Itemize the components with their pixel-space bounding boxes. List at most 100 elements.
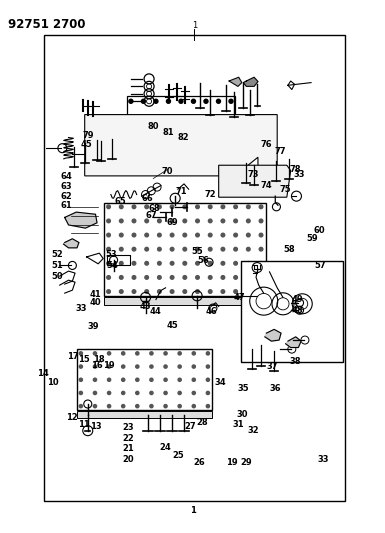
Text: 13: 13 [90,422,101,431]
Text: 48: 48 [291,306,303,314]
Circle shape [234,290,238,293]
Text: 14: 14 [37,369,49,377]
Circle shape [229,147,233,151]
Circle shape [246,276,250,279]
Text: 21: 21 [122,445,134,453]
Circle shape [196,276,199,279]
Text: 58: 58 [284,245,295,254]
Polygon shape [85,115,277,176]
Circle shape [107,233,110,237]
Text: 30: 30 [236,410,248,419]
Text: 35: 35 [238,384,249,392]
Circle shape [132,233,136,237]
Circle shape [136,378,139,382]
Circle shape [79,365,82,368]
Circle shape [229,115,233,119]
Bar [241,261,343,362]
Text: 74: 74 [261,181,272,190]
Circle shape [179,147,183,151]
Text: 56: 56 [198,256,209,264]
Circle shape [246,290,250,293]
Text: 39: 39 [87,322,99,330]
Circle shape [234,262,238,265]
Text: 92751 2700: 92751 2700 [8,18,85,31]
Circle shape [150,352,153,355]
Circle shape [183,290,187,293]
Text: 82: 82 [177,133,189,142]
Circle shape [246,262,250,265]
Text: 59: 59 [307,235,318,243]
Circle shape [196,219,199,223]
Circle shape [79,391,82,394]
Text: 33: 33 [294,171,305,179]
Polygon shape [243,77,258,86]
Circle shape [136,405,139,408]
Text: 50: 50 [51,272,63,280]
Bar [127,96,235,155]
Circle shape [191,131,196,135]
Text: 23: 23 [122,423,134,432]
Circle shape [234,233,238,237]
Circle shape [150,405,153,408]
Circle shape [150,391,153,394]
Circle shape [191,147,196,151]
Circle shape [259,262,263,265]
Circle shape [196,262,199,265]
Circle shape [157,219,161,223]
Circle shape [170,290,174,293]
Circle shape [221,276,225,279]
Circle shape [129,147,133,151]
Circle shape [166,115,171,119]
Text: 69: 69 [167,219,178,227]
Text: 64: 64 [60,173,72,181]
Text: 65: 65 [114,197,126,206]
Circle shape [234,205,238,208]
Circle shape [196,205,199,208]
Circle shape [178,352,181,355]
Text: 81: 81 [163,128,174,136]
Text: 57: 57 [315,261,326,270]
Text: 75: 75 [280,185,291,193]
Circle shape [164,352,167,355]
Circle shape [154,99,158,103]
Text: 46: 46 [205,308,217,316]
Circle shape [234,219,238,223]
Circle shape [132,276,136,279]
Circle shape [107,365,110,368]
Text: 77: 77 [275,148,286,156]
Circle shape [129,115,133,119]
Text: 18: 18 [94,356,105,364]
Text: 1: 1 [189,506,196,515]
Text: 36: 36 [270,384,281,392]
Circle shape [157,276,161,279]
Circle shape [141,99,146,103]
Text: 73: 73 [248,171,259,179]
Circle shape [145,290,149,293]
Circle shape [221,262,225,265]
Text: 19: 19 [103,361,114,369]
Text: 60: 60 [314,226,325,235]
Circle shape [183,205,187,208]
Circle shape [192,391,195,394]
Circle shape [94,378,97,382]
Circle shape [79,378,82,382]
Text: 54: 54 [107,261,118,270]
Circle shape [259,219,263,223]
Text: 72: 72 [204,190,216,199]
Bar [77,411,212,418]
Circle shape [204,99,208,103]
Text: 38: 38 [290,357,301,366]
Text: 53: 53 [105,251,117,259]
Circle shape [178,378,181,382]
Bar [44,35,345,501]
Circle shape [132,262,136,265]
Circle shape [145,276,149,279]
Circle shape [179,131,183,135]
Circle shape [192,405,195,408]
Text: 68: 68 [149,205,161,213]
Circle shape [221,205,225,208]
Text: 29: 29 [241,458,252,467]
Circle shape [107,276,110,279]
Circle shape [204,147,208,151]
Circle shape [208,290,212,293]
